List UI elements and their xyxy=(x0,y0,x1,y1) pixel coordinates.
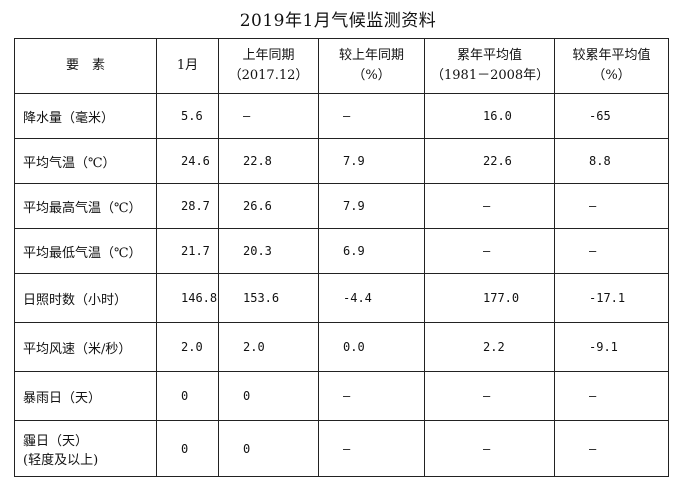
cell-vs-normal: — xyxy=(554,371,669,421)
cell-vs-normal: — xyxy=(554,183,669,229)
cell-month: 146.8 xyxy=(156,273,219,323)
table-row: 暴雨日（天） 0 0 — — — xyxy=(14,371,669,421)
cell-vs-last-year: 7.9 xyxy=(318,138,425,184)
cell-last-year: 0 xyxy=(218,420,319,477)
cell-last-year: 153.6 xyxy=(218,273,319,323)
cell-vs-last-year: — xyxy=(318,420,425,477)
cell-month: 2.0 xyxy=(156,322,219,372)
document-title: 2019年1月气候监测资料 xyxy=(239,11,437,31)
cell-month: 0 xyxy=(156,371,219,421)
cell-normal: — xyxy=(424,371,555,421)
cell-last-year: 2.0 xyxy=(218,322,319,372)
row-label: 平均气温（℃） xyxy=(14,138,157,184)
row-label: 平均最高气温（℃） xyxy=(14,183,157,229)
cell-vs-normal: -17.1 xyxy=(554,273,669,323)
cell-normal: 16.0 xyxy=(424,93,555,139)
header-normal: 累年平均值 （1981－2008年） xyxy=(424,38,555,94)
header-month: 1月 xyxy=(156,38,219,94)
cell-normal: — xyxy=(424,228,555,274)
cell-normal: — xyxy=(424,420,555,477)
row-label-main: 霾日（天） xyxy=(23,433,89,449)
header-vs-normal: 较累年平均值 （%） xyxy=(554,38,669,94)
cell-last-year: — xyxy=(218,93,319,139)
cell-month: 28.7 xyxy=(156,183,219,229)
cell-last-year: 0 xyxy=(218,371,319,421)
table-row: 平均风速（米/秒） 2.0 2.0 0.0 2.2 -9.1 xyxy=(14,322,669,372)
cell-vs-normal: -9.1 xyxy=(554,322,669,372)
row-label: 降水量（毫米） xyxy=(14,93,157,139)
table-row: 平均最低气温（℃） 21.7 20.3 6.9 — — xyxy=(14,228,669,274)
cell-vs-normal: -65 xyxy=(554,93,669,139)
cell-vs-last-year: — xyxy=(318,93,425,139)
cell-month: 5.6 xyxy=(156,93,219,139)
row-label: 霾日（天） (轻度及以上) xyxy=(14,420,157,477)
climate-table: 要 素 1月 上年同期 （2017.12） 较上年同期 （%） 累年平均值 （1… xyxy=(14,38,669,477)
header-vs-last-year: 较上年同期 （%） xyxy=(318,38,425,94)
cell-vs-last-year: 7.9 xyxy=(318,183,425,229)
cell-vs-last-year: — xyxy=(318,371,425,421)
table-row: 霾日（天） (轻度及以上) 0 0 — — — xyxy=(14,420,669,477)
cell-normal: — xyxy=(424,183,555,229)
cell-vs-normal: — xyxy=(554,420,669,477)
cell-last-year: 20.3 xyxy=(218,228,319,274)
cell-vs-normal: 8.8 xyxy=(554,138,669,184)
row-label: 日照时数（小时） xyxy=(14,273,157,323)
cell-normal: 177.0 xyxy=(424,273,555,323)
cell-month: 24.6 xyxy=(156,138,219,184)
row-label-note: (轻度及以上) xyxy=(23,452,99,468)
cell-vs-last-year: 6.9 xyxy=(318,228,425,274)
table-row: 平均最高气温（℃） 28.7 26.6 7.9 — — xyxy=(14,183,669,229)
table-row: 日照时数（小时） 146.8 153.6 -4.4 177.0 -17.1 xyxy=(14,273,669,323)
table-row: 平均气温（℃） 24.6 22.8 7.9 22.6 8.8 xyxy=(14,138,669,184)
cell-month: 0 xyxy=(156,420,219,477)
row-label: 平均最低气温（℃） xyxy=(14,228,157,274)
cell-vs-normal: — xyxy=(554,228,669,274)
row-label: 暴雨日（天） xyxy=(14,371,157,421)
table-row: 降水量（毫米） 5.6 — — 16.0 -65 xyxy=(14,93,669,139)
cell-normal: 2.2 xyxy=(424,322,555,372)
cell-vs-last-year: 0.0 xyxy=(318,322,425,372)
header-row: 要 素 1月 上年同期 （2017.12） 较上年同期 （%） 累年平均值 （1… xyxy=(14,38,669,94)
header-element: 要 素 xyxy=(14,38,157,94)
cell-last-year: 26.6 xyxy=(218,183,319,229)
cell-month: 21.7 xyxy=(156,228,219,274)
cell-vs-last-year: -4.4 xyxy=(318,273,425,323)
cell-normal: 22.6 xyxy=(424,138,555,184)
cell-last-year: 22.8 xyxy=(218,138,319,184)
header-last-year: 上年同期 （2017.12） xyxy=(218,38,319,94)
row-label: 平均风速（米/秒） xyxy=(14,322,157,372)
